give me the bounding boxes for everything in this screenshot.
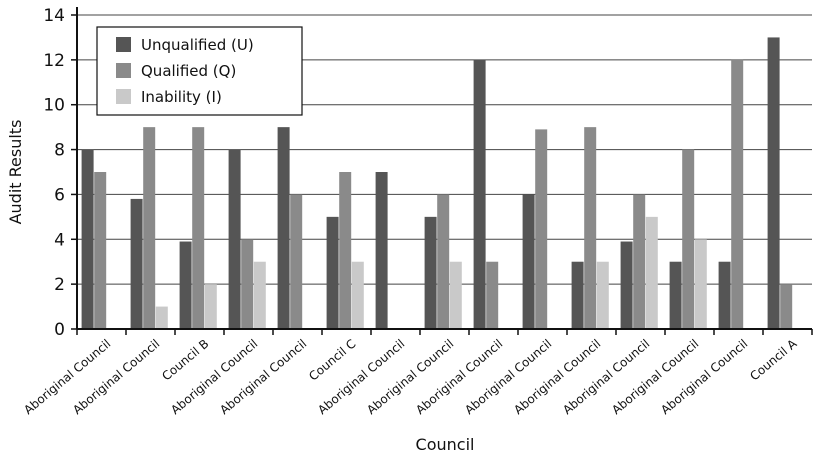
bar	[486, 261, 499, 329]
bar	[584, 127, 597, 330]
legend-label: Unqualified (U)	[141, 36, 254, 54]
y-axis-title: Audit Results	[6, 120, 25, 225]
bar	[290, 194, 303, 329]
bar	[339, 172, 352, 329]
y-tick-label: 4	[54, 230, 65, 250]
bar	[535, 129, 548, 329]
bar	[375, 172, 388, 329]
y-tick-label: 2	[54, 275, 65, 295]
bar	[253, 261, 266, 329]
bar	[694, 239, 707, 329]
bar	[424, 216, 437, 329]
bar	[633, 194, 646, 329]
x-tick-label: Aboriginal Council	[560, 337, 652, 418]
x-tick-label: Council A	[747, 336, 800, 383]
y-tick-label: 8	[54, 141, 65, 161]
bar	[596, 261, 609, 329]
bar	[204, 284, 217, 329]
bar	[241, 239, 254, 329]
bar	[277, 127, 290, 330]
x-tick-label: Aboriginal Council	[315, 337, 407, 418]
x-tick-label: Aboriginal Council	[658, 337, 750, 418]
legend-box	[96, 26, 303, 116]
bar	[522, 194, 535, 329]
bar	[718, 261, 731, 329]
bar	[143, 127, 156, 330]
y-tick-label: 6	[54, 185, 65, 205]
bar	[780, 284, 793, 329]
bar	[228, 149, 241, 329]
bar	[94, 172, 107, 329]
bar	[767, 37, 780, 330]
legend-swatch	[116, 89, 131, 104]
x-tick-label: Aboriginal Council	[609, 337, 701, 418]
bar	[669, 261, 682, 329]
x-tick-label: Aboriginal Council	[217, 337, 309, 418]
x-tick-label: Aboriginal Council	[462, 337, 554, 418]
legend-label: Qualified (Q)	[141, 62, 236, 80]
bar	[473, 59, 486, 329]
bar	[130, 198, 143, 329]
x-tick-label: Aboriginal Council	[364, 337, 456, 418]
y-tick-label: 12	[43, 51, 65, 71]
bar	[155, 306, 168, 329]
legend-swatch	[116, 37, 131, 52]
bar	[351, 261, 364, 329]
bar	[620, 241, 633, 329]
bar	[571, 261, 584, 329]
bar	[731, 59, 744, 329]
legend-swatch	[116, 63, 131, 78]
bar	[449, 261, 462, 329]
bar	[645, 216, 658, 329]
y-tick-label: 14	[43, 6, 65, 26]
x-axis-title: Council	[416, 435, 475, 454]
x-tick-label: Aboriginal Council	[168, 337, 260, 418]
x-tick-label: Aboriginal Council	[70, 337, 162, 418]
x-tick-label: Aboriginal Council	[511, 337, 603, 418]
bar	[682, 149, 695, 329]
bar	[179, 241, 192, 329]
x-tick-label: Aboriginal Council	[413, 337, 505, 418]
y-tick-label: 10	[43, 96, 65, 116]
x-tick-label: Aboriginal Council	[21, 337, 113, 418]
bar	[192, 127, 205, 330]
bar	[437, 194, 450, 329]
y-tick-label: 0	[54, 320, 65, 340]
legend-label: Inability (I)	[141, 88, 222, 106]
bar	[326, 216, 339, 329]
bar	[81, 149, 94, 329]
